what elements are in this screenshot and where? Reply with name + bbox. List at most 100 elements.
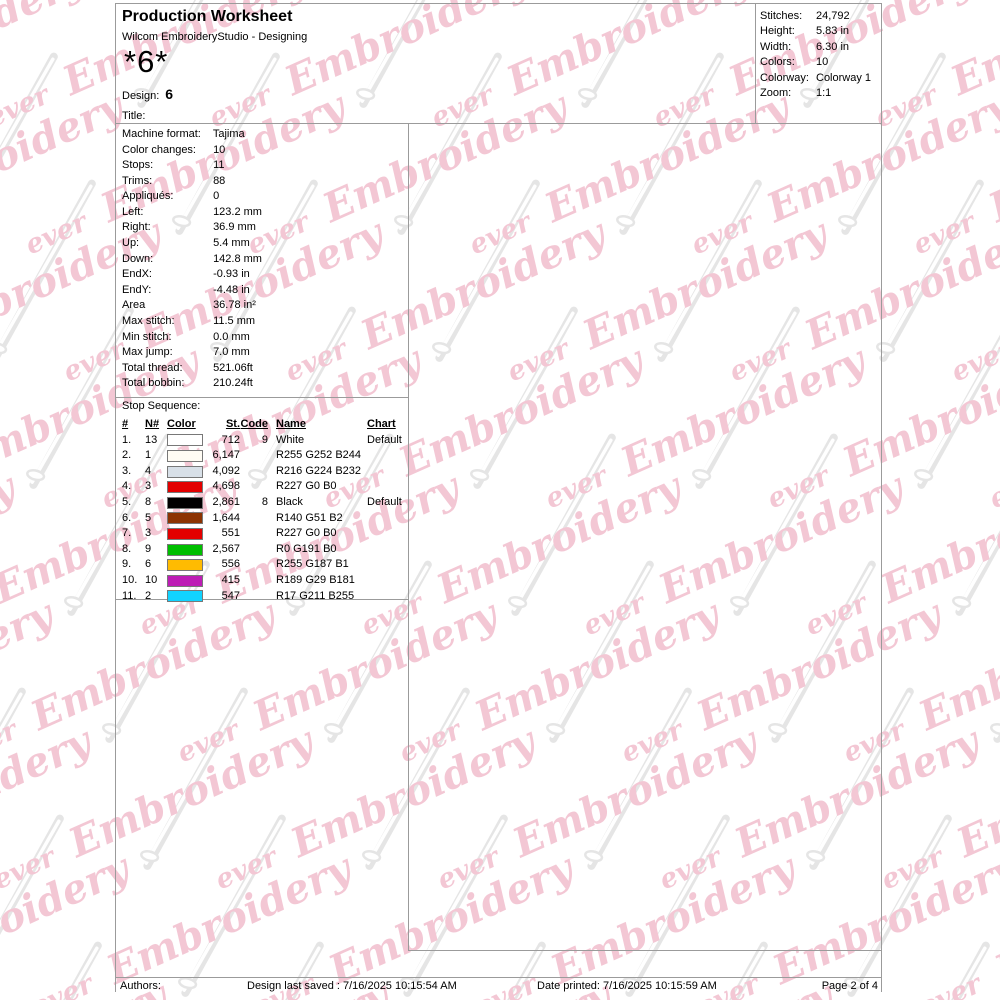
stop-row-code xyxy=(240,511,268,527)
header-bottom-line xyxy=(115,123,882,124)
detail-row: Appliqués: 0 xyxy=(122,189,262,205)
detail-row: Right: 36.9 mm xyxy=(122,220,262,236)
color-swatch xyxy=(167,496,203,509)
design-code: *6* xyxy=(124,44,169,79)
stat-row: Zoom: 1:1 xyxy=(760,86,871,101)
detail-label: Left: xyxy=(122,205,144,218)
stop-row-needle: 9 xyxy=(145,542,152,555)
stop-row-needle: 3 xyxy=(145,527,152,540)
stop-row-chart xyxy=(365,448,407,464)
design-box-bottom-line xyxy=(408,950,882,951)
stop-row-code xyxy=(240,589,268,605)
stop-row-stitches: 547 xyxy=(221,589,240,602)
page-number: Page 2 of 4 xyxy=(821,980,878,992)
detail-label: Color changes: xyxy=(122,143,196,156)
stop-row-name: R255 G187 B1 xyxy=(276,558,349,571)
stop-row-needle: 8 xyxy=(145,495,152,508)
stop-row-number: 2. xyxy=(122,449,132,462)
design-number: 6 xyxy=(165,86,174,102)
detail-row: EndX: -0.93 in xyxy=(122,267,262,283)
stop-row-stitches: 2,861 xyxy=(212,495,240,508)
col-header-num: # xyxy=(122,418,129,430)
detail-label: Right: xyxy=(122,221,151,234)
stop-row-stitches: 4,092 xyxy=(212,464,240,477)
stop-row-chart xyxy=(365,542,407,558)
detail-label: EndY: xyxy=(122,283,152,296)
detail-value: 11.5 mm xyxy=(213,314,256,327)
detail-label: Up: xyxy=(122,237,140,250)
stop-row-stitches: 1,644 xyxy=(212,511,240,524)
detail-row: Left: 123.2 mm xyxy=(122,205,262,221)
stat-value: 6.30 in xyxy=(816,40,850,53)
stat-value: 5.83 in xyxy=(816,25,850,38)
stop-row-code: 8 xyxy=(261,495,268,508)
page-border-top xyxy=(115,3,882,4)
detail-value: 123.2 mm xyxy=(213,205,262,218)
stat-label: Width: xyxy=(760,40,792,53)
detail-value: -0.93 in xyxy=(213,268,250,281)
col-header-needle: N# xyxy=(145,418,160,430)
detail-label: Max stitch: xyxy=(122,314,175,327)
stop-row-color-cell xyxy=(167,542,205,558)
detail-row: Stops: 11 xyxy=(122,158,262,174)
detail-value: 0.0 mm xyxy=(213,330,250,343)
stop-row-number: 1. xyxy=(122,433,132,446)
stat-value: 1:1 xyxy=(816,86,832,99)
detail-row: Down: 142.8 mm xyxy=(122,252,262,268)
detail-value: 142.8 mm xyxy=(213,252,262,265)
col-header-name: Name xyxy=(276,418,306,430)
stop-row-name: Black xyxy=(276,495,303,508)
detail-value: 36.9 mm xyxy=(213,221,256,234)
color-swatch xyxy=(167,527,203,540)
detail-row: Trims: 88 xyxy=(122,174,262,190)
detail-value: Tajima xyxy=(212,128,245,140)
detail-value: 88 xyxy=(213,174,226,187)
stop-sequence-bottom-line xyxy=(115,599,409,600)
column-divider xyxy=(408,123,409,951)
stop-row-code xyxy=(240,573,268,589)
stop-row-number: 5. xyxy=(122,495,132,508)
stop-row-code: 9 xyxy=(261,433,268,446)
detail-value: -4.48 in xyxy=(213,283,250,296)
detail-label: Max jump: xyxy=(122,346,173,359)
detail-row: Machine format: Tajima xyxy=(122,127,262,143)
detail-row: Area 36.78 in² xyxy=(122,298,262,314)
stop-row-color-cell xyxy=(167,479,205,495)
stop-row-chart xyxy=(365,479,407,495)
stop-row-color-cell xyxy=(167,495,205,511)
date-printed-text: Date printed: 7/16/2025 10:15:59 AM xyxy=(537,980,717,992)
stop-row-number: 9. xyxy=(122,558,132,571)
stop-row-number: 8. xyxy=(122,542,132,555)
detail-row: Total thread: 521.06ft xyxy=(122,361,262,377)
machine-details: Machine format: Tajima Color changes: 10… xyxy=(122,127,262,392)
stat-row: Colorway: Colorway 1 xyxy=(760,71,871,86)
detail-row: Max stitch: 11.5 mm xyxy=(122,314,262,330)
stat-row: Stitches: 24,792 xyxy=(760,9,871,24)
stop-row-name: White xyxy=(276,433,305,446)
stop-row-code xyxy=(240,479,268,495)
stop-sequence-label: Stop Sequence: xyxy=(122,400,201,412)
last-saved-text: Design last saved : 7/16/2025 10:15:54 A… xyxy=(247,980,457,992)
page-title: Production Worksheet xyxy=(122,8,293,25)
stop-row-color-cell xyxy=(167,464,205,480)
stop-row-number: 3. xyxy=(122,464,132,477)
stop-row-code xyxy=(240,542,268,558)
color-swatch xyxy=(167,434,203,447)
stop-row-color-cell xyxy=(167,433,205,449)
detail-row: EndY: -4.48 in xyxy=(122,283,262,299)
stop-row-stitches: 551 xyxy=(221,527,240,540)
stop-row-stitches: 6,147 xyxy=(212,449,240,462)
stop-row-number: 10. xyxy=(122,573,138,586)
detail-value: 10 xyxy=(213,143,226,156)
detail-row: Color changes: 10 xyxy=(122,143,262,159)
color-swatch xyxy=(167,543,203,556)
color-swatch xyxy=(167,481,203,494)
stop-row-chart xyxy=(365,526,407,542)
stop-row-needle: 2 xyxy=(145,589,152,602)
stop-row-stitches: 712 xyxy=(221,433,240,446)
detail-label: Appliqués: xyxy=(122,190,174,203)
stop-row-stitches: 415 xyxy=(221,573,240,586)
authors-label: Authors: xyxy=(120,980,161,992)
